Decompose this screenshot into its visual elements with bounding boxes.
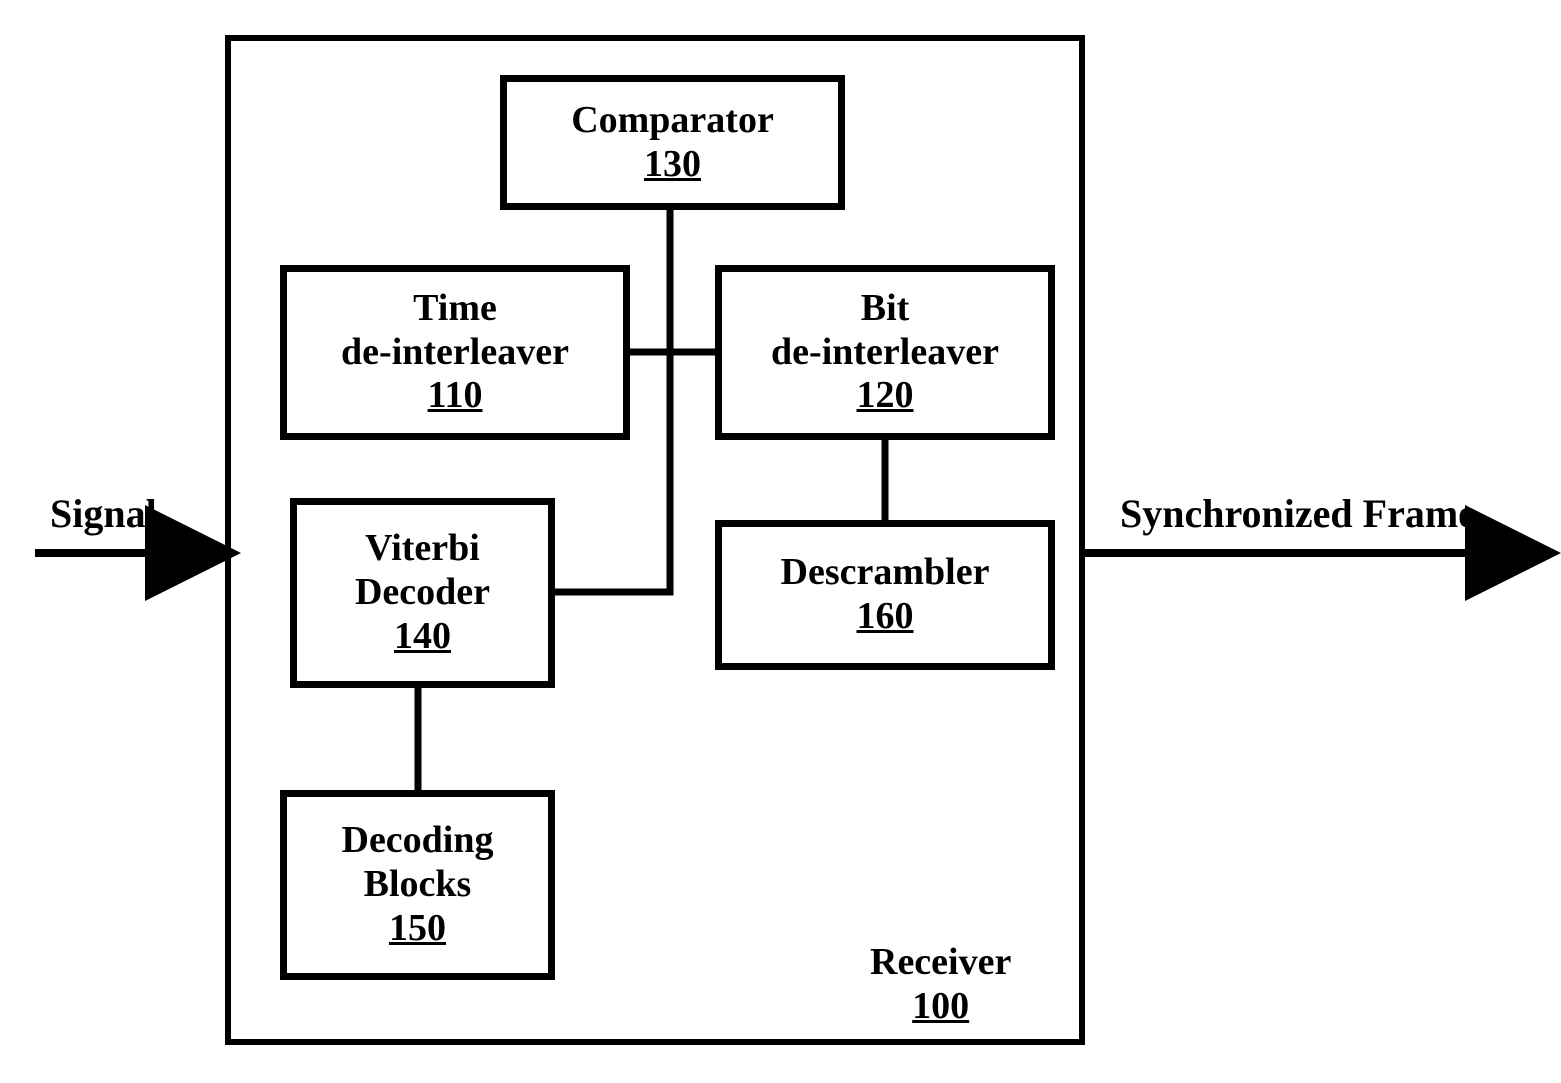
block-text-line: Bit xyxy=(861,287,910,331)
output-label: Synchronized Frame xyxy=(1120,490,1476,537)
receiver-corner-label: Receiver 100 xyxy=(870,940,1011,1028)
block-text-line: Blocks xyxy=(364,863,472,907)
block-text-line: de-interleaver xyxy=(771,331,999,375)
viterbi-decoder-block: ViterbiDecoder140 xyxy=(290,498,555,688)
receiver-corner-text: Receiver xyxy=(870,940,1011,984)
block-text-line: Decoder xyxy=(355,571,490,615)
block-text-line: Descrambler xyxy=(781,551,990,595)
block-ref: 110 xyxy=(428,374,483,418)
block-text-line: Decoding xyxy=(342,819,494,863)
bit-deinterleaver-block: Bitde-interleaver120 xyxy=(715,265,1055,440)
block-text-line: de-interleaver xyxy=(341,331,569,375)
descrambler-block: Descrambler160 xyxy=(715,520,1055,670)
block-text-line: Comparator xyxy=(571,99,774,143)
block-ref: 120 xyxy=(857,374,914,418)
diagram-stage: Comparator130 Timede-interleaver110 Bitd… xyxy=(0,0,1561,1083)
signal-label: Signal xyxy=(50,490,157,537)
block-ref: 130 xyxy=(644,143,701,187)
comparator-block: Comparator130 xyxy=(500,75,845,210)
block-text-line: Time xyxy=(413,287,497,331)
block-ref: 160 xyxy=(857,595,914,639)
block-text-line: Viterbi xyxy=(365,527,480,571)
block-ref: 150 xyxy=(389,907,446,951)
decoding-blocks-block: DecodingBlocks150 xyxy=(280,790,555,980)
time-deinterleaver-block: Timede-interleaver110 xyxy=(280,265,630,440)
receiver-corner-ref: 100 xyxy=(870,984,1011,1028)
block-ref: 140 xyxy=(394,615,451,659)
